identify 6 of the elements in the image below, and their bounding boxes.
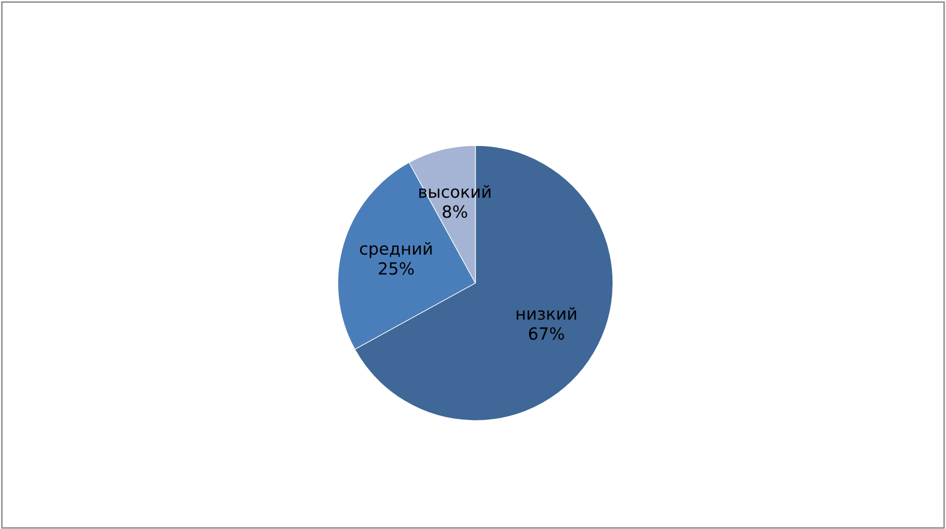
slice-label: низкий [516, 307, 576, 320]
data-label: 67% [529, 327, 564, 340]
data-label: 8% [442, 205, 468, 218]
slice-label: средний [360, 242, 432, 258]
data-label: 25% [378, 262, 414, 275]
slice-label: высокий [419, 185, 490, 198]
